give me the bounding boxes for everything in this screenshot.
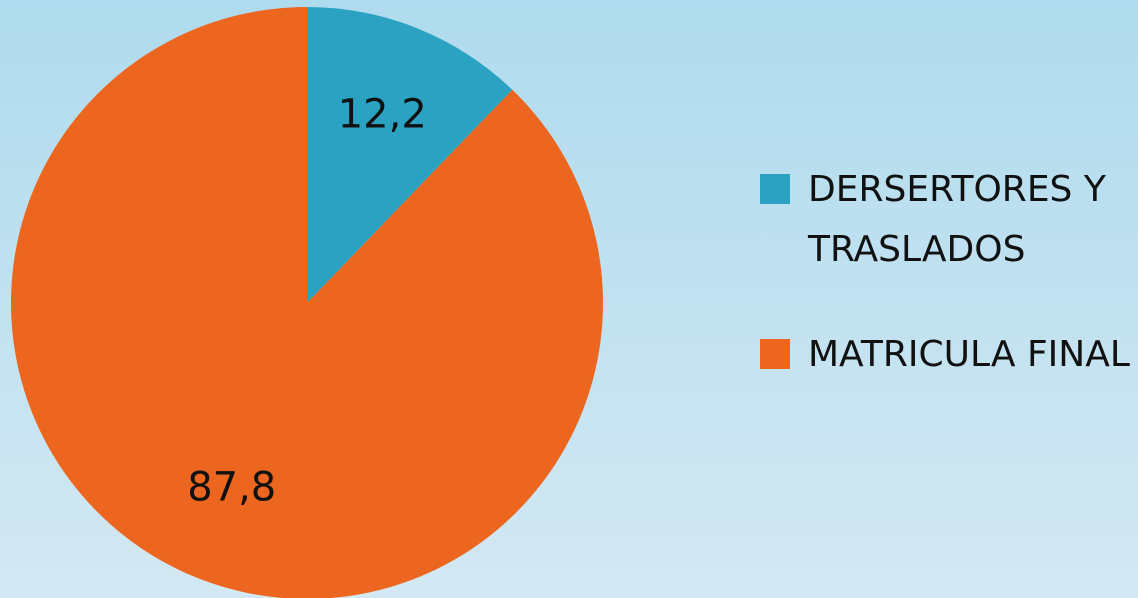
pie-slice [11, 7, 603, 598]
data-label: 87,8 [187, 465, 276, 511]
legend-swatch [760, 174, 790, 204]
legend-swatch [760, 339, 790, 369]
legend-label: MATRICULA FINAL [808, 334, 1130, 375]
pie-slice [307, 7, 513, 303]
data-label: 12,2 [338, 91, 427, 137]
legend-label: DERSERTORES Y TRASLADOS [808, 169, 1106, 270]
